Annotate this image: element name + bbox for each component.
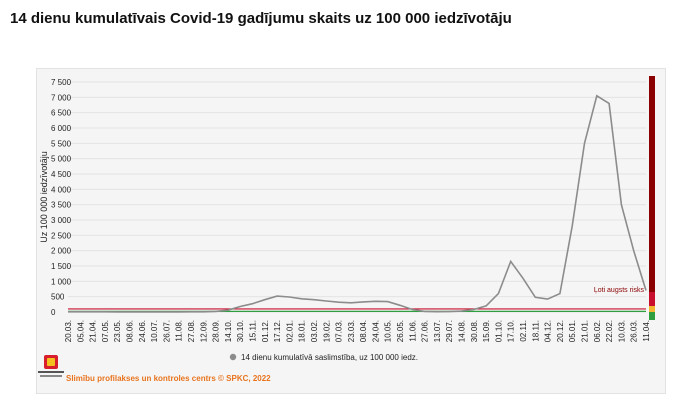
series-line <box>68 94 647 313</box>
y-tick-label: 1 000 <box>51 277 72 286</box>
y-tick-label: 6 500 <box>51 109 72 118</box>
x-tick-label: 02.11. <box>519 320 528 342</box>
x-tick-label: 04.12. <box>544 320 553 342</box>
x-tick-label: 24.04. <box>371 320 380 342</box>
x-tick-label: 15.09. <box>482 320 491 342</box>
x-tick-label: 01.10. <box>494 320 503 342</box>
x-tick-label: 10.07. <box>150 320 159 342</box>
x-tick-label: 23.05. <box>113 320 122 342</box>
risk-scale-bar <box>649 76 655 320</box>
x-axis-ticks: 20.03. 05.04. 21.04. 07.05. 23.05. 08.06. 24.0… <box>64 320 651 342</box>
x-tick-label: 19.02. <box>322 320 331 342</box>
y-tick-label: 7 500 <box>51 78 72 87</box>
x-tick-label: 08.04. <box>359 320 368 342</box>
spkc-logo <box>38 355 64 377</box>
x-tick-label: 21.01. <box>581 320 590 342</box>
x-tick-label: 05.01. <box>568 320 577 342</box>
x-tick-label: 11.08. <box>175 320 184 342</box>
x-tick-label: 03.02. <box>310 320 319 342</box>
risk-scale-segment <box>649 312 655 320</box>
x-tick-label: 11.04. <box>642 320 651 342</box>
x-tick-label: 30.10. <box>236 320 245 342</box>
source-credit: Slimību profilakses un kontroles centrs … <box>66 374 271 383</box>
risk-label: Ļoti augsts risks <box>594 287 645 294</box>
y-tick-label: 4 500 <box>51 170 72 179</box>
y-tick-label: 5 500 <box>51 139 72 148</box>
grid <box>68 81 646 313</box>
y-tick-label: 1 500 <box>51 262 72 271</box>
x-tick-label: 26.05. <box>396 320 405 342</box>
x-tick-label: 07.03. <box>335 320 344 342</box>
x-tick-label: 14.10. <box>224 320 233 342</box>
x-tick-label: 10.03. <box>617 320 626 342</box>
x-tick-label: 17.12. <box>273 320 282 342</box>
risk-scale-segment <box>649 292 655 306</box>
risk-scale-segment <box>649 306 655 312</box>
risk-scale-segment <box>649 76 655 292</box>
x-tick-label: 27.08. <box>187 320 196 342</box>
x-tick-label: 15.11. <box>248 320 257 342</box>
x-tick-label: 12.09. <box>199 320 208 342</box>
x-tick-label: 01.12. <box>261 320 270 342</box>
x-tick-label: 10.05. <box>384 320 393 342</box>
x-tick-label: 21.04. <box>89 320 98 342</box>
y-axis-label: Uz 100 000 iedzīvotāju <box>39 151 49 243</box>
x-tick-label: 07.05. <box>101 320 110 342</box>
legend-marker[interactable] <box>229 353 237 361</box>
x-tick-label: 24.06. <box>138 320 147 342</box>
x-tick-label: 17.10. <box>507 320 516 342</box>
x-tick-label: 11.06. <box>408 320 417 342</box>
y-tick-label: 0 <box>51 308 56 317</box>
x-tick-label: 05.04. <box>76 320 85 342</box>
x-tick-label: 27.06. <box>421 320 430 342</box>
x-tick-label: 20.03. <box>64 320 73 342</box>
x-tick-label: 22.02. <box>605 320 614 342</box>
x-tick-label: 28.09. <box>212 320 221 342</box>
legend-text[interactable]: 14 dienu kumulatīvā saslimstība, uz 100 … <box>241 353 418 362</box>
x-tick-label: 18.01. <box>298 320 307 342</box>
x-tick-label: 14.08. <box>458 320 467 342</box>
x-tick-label: 13.07. <box>433 320 442 342</box>
y-axis-ticks: 0 500 1 000 1 500 2 000 2 500 3 000 3 500 4 000 4… <box>51 78 72 317</box>
x-tick-label: 23.03. <box>347 320 356 342</box>
y-tick-label: 3 000 <box>51 216 72 225</box>
x-tick-label: 02.01. <box>285 320 294 342</box>
x-tick-label: 30.08. <box>470 320 479 342</box>
x-tick-label: 08.06. <box>125 320 134 342</box>
y-tick-label: 2 000 <box>51 247 72 256</box>
x-tick-label: 18.11. <box>531 320 540 342</box>
y-tick-label: 4 000 <box>51 185 72 194</box>
page-title: 14 dienu kumulatīvais Covid-19 gadījumu … <box>10 10 512 27</box>
y-tick-label: 2 500 <box>51 231 72 240</box>
y-tick-label: 5 000 <box>51 155 72 164</box>
y-tick-label: 7 000 <box>51 93 72 102</box>
y-tick-label: 6 000 <box>51 124 72 133</box>
x-tick-label: 26.07. <box>162 320 171 342</box>
risk-thresholds <box>68 308 646 312</box>
x-tick-label: 29.07. <box>445 320 454 342</box>
y-tick-label: 500 <box>51 293 65 302</box>
x-tick-label: 06.02. <box>593 320 602 342</box>
chart-panel <box>36 68 666 394</box>
x-tick-label: 20.12. <box>556 320 565 342</box>
x-tick-label: 26.03. <box>630 320 639 342</box>
y-tick-label: 3 500 <box>51 201 72 210</box>
